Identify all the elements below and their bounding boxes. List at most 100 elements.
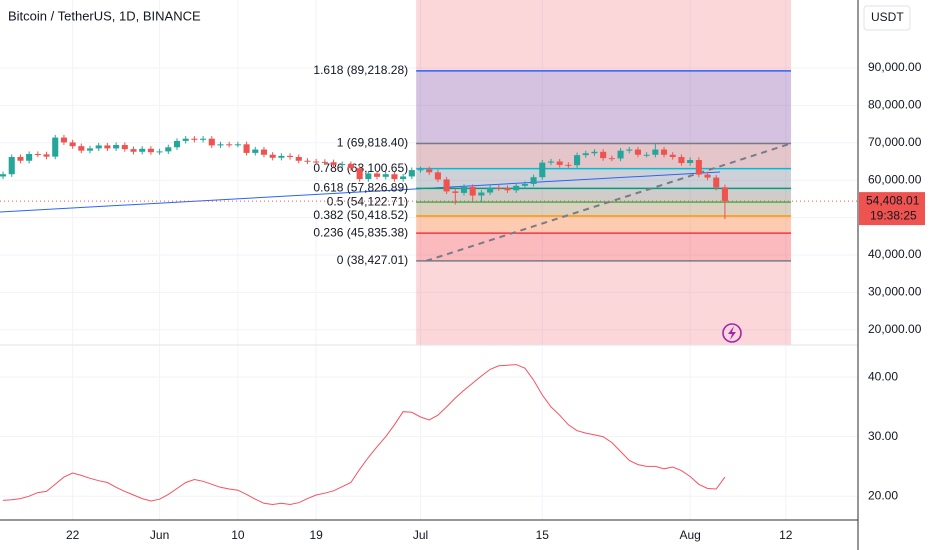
candle-body	[243, 144, 250, 153]
date-range-highlight	[416, 0, 792, 345]
candle-body	[713, 177, 720, 188]
fib-label: 0.236 (45,835.38)	[313, 225, 408, 239]
candle-body	[530, 177, 537, 184]
currency-label[interactable]: USDT	[871, 10, 904, 24]
candle-body	[52, 137, 59, 157]
candle-body	[373, 173, 381, 177]
x-tick-label: 19	[309, 528, 323, 542]
last-price-box	[859, 192, 925, 226]
currency-button[interactable]	[863, 5, 911, 31]
x-tick-label: 15	[536, 528, 550, 542]
candle-body	[226, 144, 233, 146]
candle-body	[556, 161, 563, 165]
fib-zone	[416, 188, 792, 203]
candle-body	[582, 153, 589, 156]
candle-body	[539, 162, 546, 178]
candle-body	[460, 186, 468, 193]
candle-body	[43, 154, 50, 157]
fib-label: 1.618 (89,218.28)	[313, 63, 408, 77]
candle-body	[173, 140, 181, 148]
candle-body	[634, 149, 641, 155]
candle-body	[200, 138, 207, 140]
fib-zone	[416, 70, 792, 144]
candle-body	[521, 183, 528, 186]
candle-body	[304, 160, 311, 162]
indicator-line	[2, 364, 726, 506]
candle-body	[669, 154, 676, 158]
candle-body	[695, 160, 702, 175]
candle-body	[565, 164, 572, 166]
candle-body	[382, 174, 389, 177]
fib-label: 0.5 (54,122.71)	[327, 194, 408, 208]
candle-body	[443, 179, 450, 192]
candle-body	[287, 155, 294, 158]
y-tick-label: 30,000.00	[868, 285, 922, 299]
candle-body	[139, 148, 146, 152]
candle-body	[0, 174, 7, 177]
candle-body	[721, 187, 728, 202]
candle-body	[547, 161, 555, 163]
candle-body	[295, 157, 302, 161]
candle-body	[156, 151, 163, 153]
candle-body	[278, 155, 285, 158]
x-tick-label: 10	[231, 528, 245, 542]
last-price-label: 54,408.01	[866, 193, 920, 207]
x-tick-label: 22	[66, 528, 80, 542]
candle-body	[434, 172, 441, 180]
fib-label: 0.382 (50,418.52)	[313, 208, 408, 222]
candle-body	[452, 191, 459, 193]
fib-label: 0 (38,427.01)	[337, 253, 408, 267]
y-tick-label: 80,000.00	[868, 98, 922, 112]
candle-body	[391, 174, 398, 180]
candle-body	[617, 150, 624, 159]
candle-body	[78, 146, 85, 151]
candle-body	[234, 144, 241, 146]
candle-body	[260, 149, 268, 155]
candle-body	[408, 170, 415, 177]
candle-body	[513, 185, 520, 191]
candle-body	[600, 151, 607, 159]
y-tick-label: 40,000.00	[868, 247, 922, 261]
candle-body	[313, 161, 320, 163]
y-tick-label: 90,000.00	[868, 60, 922, 74]
candle-body	[591, 151, 598, 154]
x-tick-label: Aug	[679, 528, 700, 542]
fib-label: 0.786 (63,100.65)	[313, 161, 408, 175]
candle-body	[365, 173, 372, 180]
candle-body	[165, 147, 172, 152]
y-tick-label: 60,000.00	[868, 172, 922, 186]
candle-body	[86, 148, 94, 151]
candle-body	[687, 160, 694, 163]
candle-body	[34, 154, 41, 156]
candle-body	[652, 149, 659, 155]
candle-body	[495, 187, 502, 189]
chart-title: Bitcoin / TetherUS, 1D, BINANCE	[8, 8, 201, 23]
candle-body	[704, 174, 711, 178]
candle-body	[17, 157, 24, 161]
candle-body	[130, 149, 137, 152]
candle-body	[330, 162, 337, 165]
candle-body	[95, 145, 102, 149]
candle-body	[339, 164, 346, 166]
y-tick-label: 40.00	[868, 369, 898, 383]
fib-trend	[425, 142, 792, 262]
candle-body	[60, 137, 67, 143]
candle-body	[678, 157, 685, 163]
candle-body	[347, 164, 354, 169]
candle-body	[321, 161, 328, 163]
candle-body	[26, 154, 33, 161]
candle-body	[147, 148, 154, 153]
y-tick-label: 20,000.00	[868, 322, 922, 336]
lightning-icon[interactable]	[722, 323, 742, 343]
candle-body	[8, 157, 15, 175]
y-tick-label: 20.00	[868, 488, 898, 502]
y-tick-label: 70,000.00	[868, 135, 922, 149]
candle-body	[121, 145, 128, 150]
candle-body	[487, 187, 494, 193]
candle-body	[252, 149, 259, 153]
candle-body	[69, 142, 76, 147]
countdown: 19:38:25	[870, 208, 917, 222]
fib-label: 0.618 (57,826.89)	[313, 180, 408, 194]
candle-body	[400, 176, 407, 180]
